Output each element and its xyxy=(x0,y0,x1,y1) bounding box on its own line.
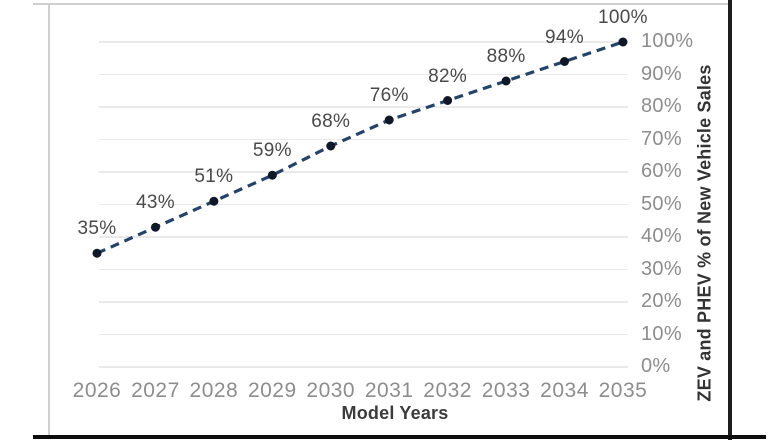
figure-border-top xyxy=(33,3,729,5)
y-tick-label: 40% xyxy=(641,225,682,248)
data-label: 43% xyxy=(135,192,175,214)
x-tick-label: 2029 xyxy=(247,379,297,402)
x-tick-label: 2027 xyxy=(131,379,180,402)
y-tick-label: 10% xyxy=(641,322,682,345)
data-point-marker xyxy=(560,57,570,66)
gridline xyxy=(99,268,628,271)
gridline xyxy=(99,236,628,238)
y-tick-label: 0% xyxy=(641,355,671,378)
x-tick-label: 2031 xyxy=(364,379,414,402)
x-tick-label: 2028 xyxy=(189,379,239,402)
x-tick-label: 2033 xyxy=(481,379,531,402)
data-point-marker xyxy=(209,196,219,206)
gridline xyxy=(99,41,628,43)
data-point-marker xyxy=(150,222,160,232)
data-point-marker xyxy=(267,170,277,180)
data-label: 94% xyxy=(545,26,584,48)
gridline xyxy=(99,333,628,336)
gridline xyxy=(99,171,628,173)
y-tick-label: 30% xyxy=(641,257,682,280)
y-tick-label: 80% xyxy=(641,95,682,118)
figure-edge-bar-right xyxy=(728,0,732,440)
data-point-marker xyxy=(384,115,394,125)
x-tick-label: 2035 xyxy=(598,379,648,402)
data-point-marker xyxy=(92,248,102,258)
figure-edge-bar-bottom xyxy=(33,435,766,439)
data-point-marker xyxy=(618,37,628,47)
data-point-marker xyxy=(326,141,336,151)
y-tick-label: 100% xyxy=(641,30,694,53)
x-tick-label: 2026 xyxy=(72,379,122,402)
y-tick-label: 90% xyxy=(641,62,682,85)
gridline xyxy=(99,366,628,368)
x-axis-title: Model Years xyxy=(341,403,449,423)
data-label: 35% xyxy=(77,218,117,240)
gridline xyxy=(99,203,628,206)
gridline xyxy=(99,73,628,76)
x-tick-label: 2034 xyxy=(540,379,589,402)
y-tick-label: 70% xyxy=(641,127,682,150)
x-tick-label: 2030 xyxy=(306,379,356,402)
y-axis-title: ZEV and PHEV % of New Vehicle Sales xyxy=(694,64,715,402)
data-point-marker xyxy=(501,76,511,86)
y-tick-label: 60% xyxy=(641,160,682,183)
gridline xyxy=(99,106,628,108)
data-label: 59% xyxy=(252,140,292,162)
gridline xyxy=(99,138,628,141)
data-label: 100% xyxy=(598,7,648,28)
data-point-marker xyxy=(443,96,453,105)
y-tick-label: 20% xyxy=(641,290,682,313)
data-label: 76% xyxy=(369,85,409,106)
data-label: 82% xyxy=(428,65,468,87)
y-tick-label: 50% xyxy=(641,192,682,215)
data-label: 68% xyxy=(311,111,351,132)
x-tick-label: 2032 xyxy=(423,379,472,402)
data-label: 88% xyxy=(486,46,526,67)
figure-border-left xyxy=(48,3,50,436)
data-label: 51% xyxy=(194,166,234,188)
gridline xyxy=(99,301,628,303)
